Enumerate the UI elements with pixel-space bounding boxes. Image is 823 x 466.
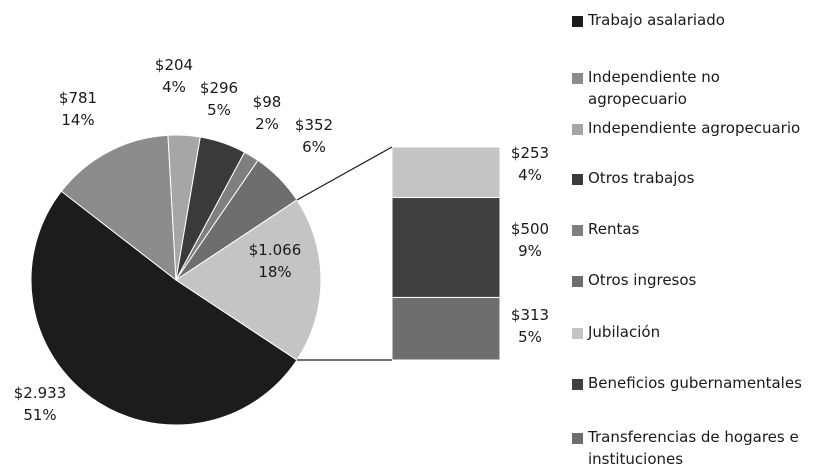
pie-slice-independiente-no-agropecuario	[60, 134, 177, 282]
pie-data-label: $204 4%	[155, 56, 193, 96]
legend-swatch	[572, 379, 583, 390]
legend-label-line: Transferencias de hogares e	[588, 428, 799, 446]
connector-line-top	[296, 146, 393, 201]
pie-slice-transferencias-agrupado-	[175, 199, 322, 361]
pie-data-label: $352 6%	[295, 116, 333, 156]
legend-label: Trabajo asalariado	[588, 9, 725, 31]
bar-segment-beneficios-gubernamentales	[391, 197, 501, 298]
legend-label: Independiente no agropecuario	[588, 66, 720, 110]
legend-label-line: Rentas	[588, 220, 640, 238]
pie-slice-trabajo-asalariado	[30, 190, 298, 426]
pie-data-label: $1.066 18%	[249, 241, 302, 281]
legend-label-line: Independiente agropecuario	[588, 119, 801, 137]
bar-data-label: $313 5%	[511, 306, 549, 346]
pie-data-label: $781 14%	[59, 89, 97, 129]
legend-swatch	[572, 16, 583, 27]
legend-swatch	[572, 328, 583, 339]
bar-segment-jubilaci-n	[391, 146, 501, 199]
legend-label-line: agropecuario	[588, 90, 687, 108]
legend-label-line: Otros trabajos	[588, 169, 695, 187]
legend-label: Otros trabajos	[588, 167, 694, 189]
bar-data-label: $253 4%	[511, 144, 549, 184]
legend-swatch	[572, 124, 583, 135]
pie-data-label: $296 5%	[200, 79, 238, 119]
legend-swatch	[572, 174, 583, 185]
legend-swatch	[572, 225, 583, 236]
legend-label: Transferencias de hogares e instituciones	[588, 426, 799, 466]
bar-segment-transferencias-de-hogares-e-instituciones	[391, 296, 501, 361]
legend-label: Independiente agropecuario	[588, 117, 800, 139]
legend-label-line: Trabajo asalariado	[588, 11, 725, 29]
legend-label-line: instituciones	[588, 450, 684, 466]
pie-data-label: $2.933 51%	[14, 384, 67, 424]
legend-label-line: Jubilación	[588, 323, 661, 341]
legend-swatch	[572, 433, 583, 444]
legend-swatch	[572, 73, 583, 84]
legend-label-line: Beneficios gubernamentales	[588, 374, 802, 392]
legend-label-line: Otros ingresos	[588, 271, 697, 289]
legend-label: Otros ingresos	[588, 269, 696, 291]
legend-label: Beneficios gubernamentales	[588, 372, 802, 394]
pie-data-label: $98 2%	[253, 93, 282, 133]
legend-swatch	[572, 276, 583, 287]
legend-label-line: Independiente no	[588, 68, 720, 86]
bar-data-label: $500 9%	[511, 220, 549, 260]
legend-label: Rentas	[588, 218, 639, 240]
legend-label: Jubilación	[588, 321, 660, 343]
